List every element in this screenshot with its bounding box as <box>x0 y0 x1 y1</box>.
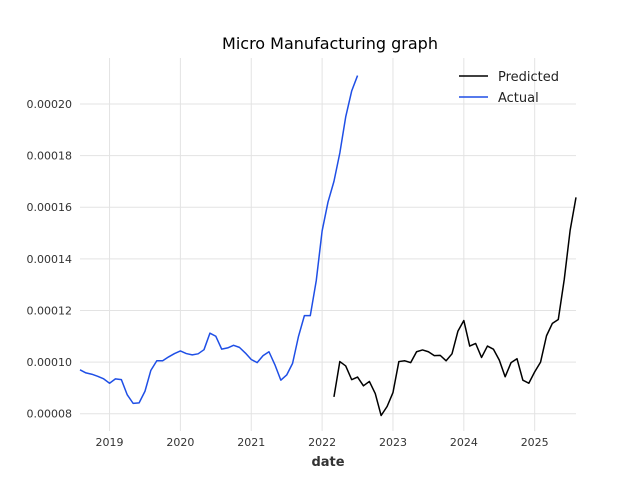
y-tick-label: 0.00016 <box>27 201 73 214</box>
x-tick-label: 2019 <box>96 436 124 449</box>
legend-label-predicted: Predicted <box>498 70 559 85</box>
x-tick-label: 2023 <box>379 436 407 449</box>
y-tick-labels: 0.00008 0.00010 0.00012 0.00014 0.00016 0.000… <box>27 98 73 421</box>
x-tick-label: 2021 <box>237 436 265 449</box>
y-tick-label: 0.00018 <box>27 150 73 163</box>
y-tick-label: 0.00008 <box>27 408 73 421</box>
x-tick-label: 2022 <box>308 436 336 449</box>
y-tick-label: 0.00012 <box>27 304 73 317</box>
y-tick-label: 0.00014 <box>27 253 73 266</box>
series-layer <box>79 75 577 417</box>
x-tick-label: 2024 <box>450 436 478 449</box>
y-tick-label: 0.00020 <box>27 98 73 111</box>
series-line-predicted <box>333 197 577 417</box>
x-tick-labels: 2019 2020 2021 2022 2023 2024 2025 <box>96 436 549 449</box>
y-tick-label: 0.00010 <box>27 356 73 369</box>
y-gridlines <box>80 103 576 415</box>
x-tick-label: 2020 <box>166 436 194 449</box>
x-gridlines <box>109 58 536 431</box>
legend: Predicted Actual <box>459 70 559 106</box>
legend-label-actual: Actual <box>498 91 539 106</box>
chart-title: Micro Manufacturing graph <box>222 34 438 53</box>
x-tick-label: 2025 <box>521 436 549 449</box>
series-line-actual <box>79 75 359 405</box>
x-axis-label: date <box>311 455 344 470</box>
